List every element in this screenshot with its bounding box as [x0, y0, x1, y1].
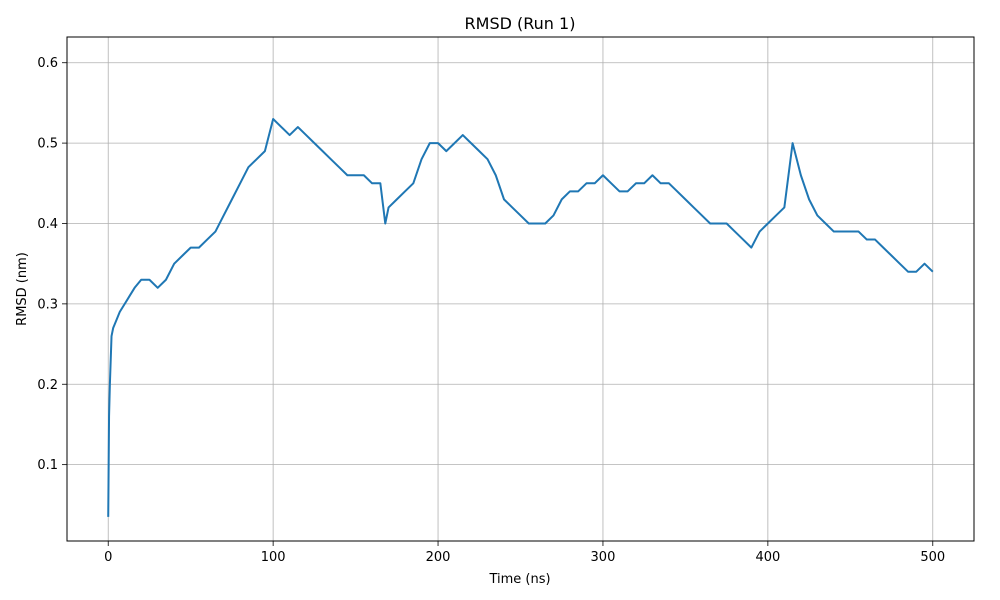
y-tick-label: 0.4 — [37, 217, 58, 232]
y-tick-label: 0.5 — [37, 137, 58, 152]
data-layer — [107, 117, 934, 517]
x-tick-label: 0 — [104, 550, 112, 565]
y-tick-label: 0.6 — [37, 56, 58, 71]
y-tick-label: 0.2 — [37, 378, 58, 393]
tick-layer: 0 100 200 300 400 500 0.1 0.2 0.3 0.4 0.5 0.6 — [37, 56, 945, 565]
x-tick-label: 500 — [920, 550, 945, 565]
rmsd-series-line — [107, 117, 934, 517]
x-axis-label: Time (ns) — [488, 572, 550, 587]
y-tick-label: 0.1 — [37, 458, 58, 473]
x-tick-label: 300 — [591, 550, 616, 565]
y-axis-label: RMSD (nm) — [15, 252, 30, 326]
x-tick-label: 100 — [261, 550, 286, 565]
x-tick-label: 400 — [755, 550, 780, 565]
plot-frame — [66, 36, 975, 542]
grid-layer — [67, 37, 974, 541]
x-tick-label: 200 — [426, 550, 451, 565]
y-tick-label: 0.3 — [37, 297, 58, 312]
chart-title: RMSD (Run 1) — [465, 14, 576, 33]
